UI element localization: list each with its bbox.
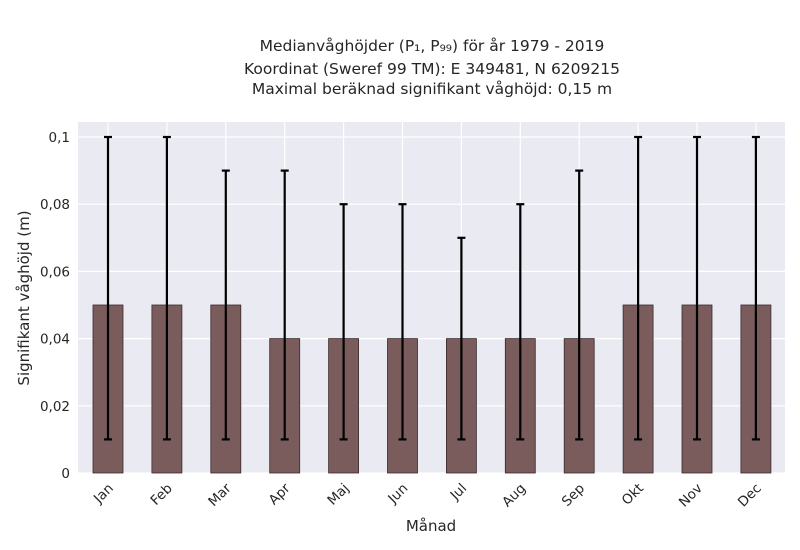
x-tick-label: Aug bbox=[499, 481, 529, 511]
chart-title: Medianvåghöjder (P₁, P₉₉) för år 1979 - … bbox=[244, 37, 620, 98]
error-bar-dec bbox=[751, 135, 760, 441]
y-tick-label: 0 bbox=[61, 466, 70, 482]
plot-area bbox=[78, 122, 785, 473]
x-tick-label: Jan bbox=[90, 481, 117, 508]
error-bar-jul bbox=[457, 236, 466, 441]
y-tick-label: 0,04 bbox=[40, 332, 70, 348]
y-axis-label: Signifikant våghöjd (m) bbox=[15, 210, 33, 385]
x-tick-label: Maj bbox=[324, 481, 352, 509]
x-axis-ticks: Jan Feb Mar Apr Maj Jun Jul Aug Sep Okt Nov Dec bbox=[90, 480, 765, 510]
title-line-2: Koordinat (Sweref 99 TM): E 349481, N 62… bbox=[244, 60, 620, 78]
error-bars bbox=[104, 135, 760, 441]
error-bar-okt bbox=[634, 135, 643, 441]
x-tick-label: Sep bbox=[559, 481, 588, 510]
error-bar-nov bbox=[693, 135, 701, 441]
x-tick-label: Feb bbox=[148, 481, 176, 509]
error-bar-maj bbox=[339, 203, 348, 441]
x-tick-label: Apr bbox=[266, 480, 294, 508]
x-tick-label: Dec bbox=[735, 481, 765, 511]
error-bar-jun bbox=[398, 203, 407, 441]
y-tick-label: 0,1 bbox=[49, 130, 70, 146]
x-tick-label: Nov bbox=[676, 481, 706, 511]
error-bar-apr bbox=[280, 169, 289, 441]
title-line-1: Medianvåghöjder (P₁, P₉₉) för år 1979 - … bbox=[260, 37, 605, 55]
title-line-3: Maximal beräknad signifikant våghöjd: 0,… bbox=[252, 80, 612, 98]
error-bar-jan bbox=[104, 135, 112, 441]
x-axis-label: Månad bbox=[406, 517, 456, 535]
x-tick-label: Mar bbox=[205, 480, 235, 510]
error-bar-aug bbox=[516, 203, 525, 441]
y-tick-label: 0,02 bbox=[40, 399, 70, 415]
x-tick-label: Jul bbox=[447, 481, 471, 505]
y-axis-ticks: 0 0,02 0,04 0,06 0,08 0,1 bbox=[40, 130, 70, 482]
x-tick-label: Jun bbox=[384, 481, 411, 508]
y-tick-label: 0,06 bbox=[40, 264, 70, 280]
y-tick-label: 0,08 bbox=[40, 197, 70, 213]
x-tick-label: Okt bbox=[619, 481, 647, 509]
error-bar-mar bbox=[221, 169, 230, 441]
error-bar-feb bbox=[162, 135, 171, 441]
error-bar-sep bbox=[575, 169, 584, 441]
